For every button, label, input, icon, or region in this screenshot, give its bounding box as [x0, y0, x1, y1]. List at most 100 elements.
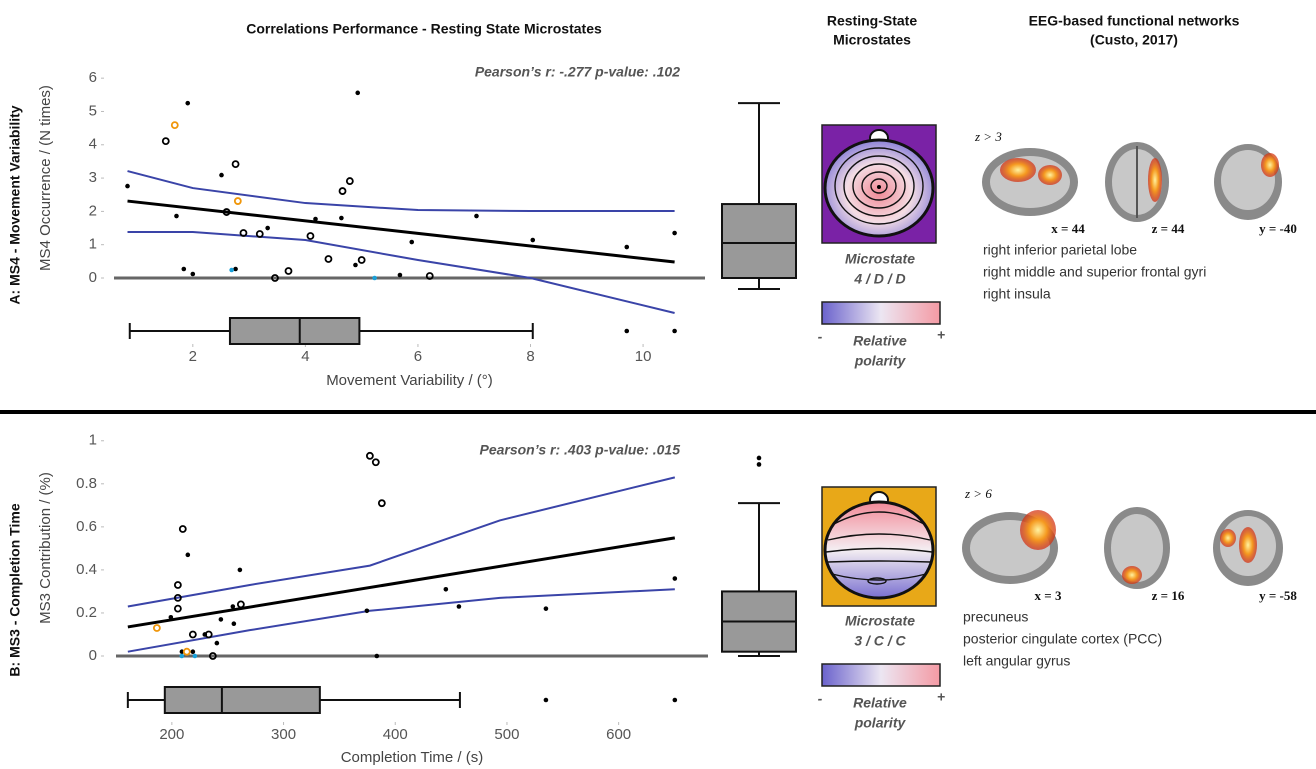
point [168, 614, 174, 620]
point [233, 266, 238, 272]
x-tick-label: 500 [494, 726, 519, 743]
point [255, 230, 264, 238]
panel-label: A: MS4 - Movement Variability [7, 105, 23, 304]
header: Resting-State [827, 13, 917, 29]
point [219, 172, 224, 178]
coord-label: x = 44 [1051, 221, 1085, 236]
panel-label: B: MS3 - Completion Time [7, 503, 23, 676]
point [231, 160, 240, 168]
annotation: Pearson’s r: .403 p-value: .015 [479, 442, 680, 458]
annotation: Pearson’s r: -.277 p-value: .102 [475, 64, 680, 80]
confidence-band [127, 588, 675, 653]
point [190, 271, 196, 277]
header: Microstates [833, 32, 911, 48]
x-tick-label: 6 [414, 348, 422, 365]
point [338, 187, 347, 195]
x-tick-label: 8 [526, 348, 534, 365]
y-tick-label: 0.2 [76, 604, 97, 621]
threshold: z > 6 [964, 486, 992, 501]
point [409, 239, 415, 245]
x-tick-label: 300 [271, 726, 296, 743]
microstate-map [821, 486, 937, 607]
region: posterior cingulate cortex (PCC) [963, 631, 1162, 647]
colorbar-label: polarity [854, 715, 907, 731]
outlier [624, 328, 630, 334]
y-tick-label: 0.4 [76, 561, 97, 578]
region: right insula [983, 286, 1051, 302]
box [721, 203, 797, 279]
region: precuneus [963, 609, 1028, 625]
point [672, 576, 678, 581]
point [173, 604, 182, 613]
point [364, 608, 370, 614]
colorbar-min: - [818, 691, 823, 707]
brain-images [962, 507, 1283, 589]
outlier [543, 697, 549, 703]
point [365, 451, 374, 460]
point [313, 216, 318, 222]
coord-label: z = 16 [1152, 588, 1185, 603]
point [174, 213, 179, 219]
y-tick-label: 2 [89, 202, 97, 219]
x-tick-label: 4 [301, 348, 309, 365]
point [178, 525, 187, 533]
point [357, 256, 366, 264]
point [371, 458, 380, 467]
regression-line [127, 199, 675, 264]
confidence-band [127, 170, 675, 213]
point [443, 586, 449, 592]
point [372, 275, 377, 281]
point [173, 581, 182, 589]
region: left angular gyrus [963, 653, 1070, 669]
point [624, 244, 630, 250]
point [397, 272, 403, 278]
box [163, 686, 321, 714]
point [339, 215, 344, 221]
point [182, 647, 191, 656]
x-tick-label: 600 [606, 726, 631, 743]
y-tick-label: 1 [89, 236, 97, 253]
colorbar [821, 663, 941, 687]
y-tick-label: 0.8 [76, 475, 97, 492]
confidence-band [127, 476, 676, 608]
point [125, 183, 130, 189]
point [474, 213, 479, 219]
point [161, 137, 170, 146]
microstate-label: Microstate [845, 613, 915, 629]
point [173, 593, 182, 602]
point [179, 653, 185, 659]
header: Correlations Performance - Resting State… [246, 21, 602, 37]
point [185, 100, 191, 106]
point [231, 621, 237, 627]
point [374, 653, 380, 659]
point [271, 274, 279, 282]
y-axis-label: MS4 Occurrence / (N times) [37, 85, 54, 271]
point [353, 262, 358, 268]
point [236, 600, 245, 609]
header: EEG-based functional networks [1029, 13, 1240, 29]
header: (Custo, 2017) [1090, 32, 1178, 48]
y-tick-label: 5 [89, 102, 97, 119]
coord-label: y = -40 [1259, 221, 1297, 236]
x-axis-label: Completion Time / (s) [341, 749, 484, 766]
point [181, 266, 187, 272]
point [170, 121, 179, 130]
point [230, 604, 236, 609]
point [188, 630, 197, 639]
outlier [756, 455, 762, 461]
coord-label: x = 3 [1035, 588, 1062, 603]
point [456, 604, 462, 609]
x-tick-label: 10 [635, 348, 652, 365]
y-tick-label: 3 [89, 169, 97, 186]
region: right inferior parietal lobe [983, 242, 1137, 258]
x-tick-label: 200 [159, 726, 184, 743]
colorbar-label: polarity [854, 353, 907, 369]
point [377, 499, 386, 508]
point [265, 225, 270, 231]
coord-label: y = -58 [1259, 588, 1297, 603]
colorbar-max: + [937, 689, 945, 705]
brain-images [982, 142, 1282, 222]
y-tick-label: 6 [89, 69, 97, 86]
y-tick-label: 0 [89, 647, 97, 664]
y-tick-label: 1 [89, 432, 97, 449]
